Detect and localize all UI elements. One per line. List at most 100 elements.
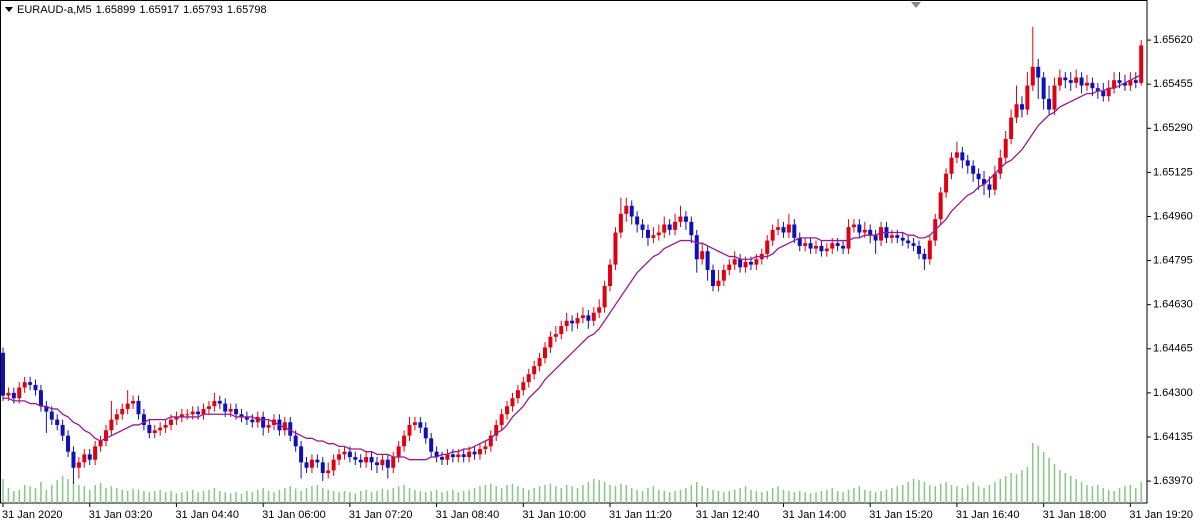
- candle-body: [60, 424, 65, 436]
- candle-body: [418, 422, 423, 428]
- candle-body: [1122, 82, 1127, 86]
- candle-body: [429, 438, 434, 452]
- candle-body: [1047, 98, 1052, 110]
- candle-body: [147, 424, 152, 433]
- candle-body: [927, 240, 932, 260]
- candle-body: [797, 237, 802, 246]
- candle-body: [38, 390, 43, 407]
- candle-body: [1090, 82, 1095, 89]
- candle-body: [304, 462, 309, 468]
- candle-body: [114, 414, 119, 420]
- header-high: 1.65917: [139, 4, 179, 16]
- candle-body: [879, 227, 884, 241]
- candle-body: [776, 227, 781, 230]
- candle-body: [944, 173, 949, 193]
- candle-body: [754, 259, 759, 265]
- symbol-title: EURAUD-a,M5: [17, 4, 92, 16]
- candle-body: [423, 427, 428, 439]
- candle-body: [662, 224, 667, 233]
- candle-body: [645, 229, 650, 238]
- candle-body: [965, 160, 970, 166]
- candle-body: [586, 315, 591, 321]
- candle-body: [705, 251, 710, 270]
- candle-body: [1074, 77, 1079, 83]
- candle-body: [358, 459, 363, 463]
- candle-body: [6, 392, 11, 396]
- candle-body: [391, 457, 396, 468]
- candle-body: [954, 152, 959, 158]
- candle-body: [770, 229, 775, 241]
- header: EURAUD-a,M5 1.65899 1.65917 1.65793 1.65798: [17, 4, 267, 16]
- candle-body: [808, 243, 813, 249]
- y-tick-label: 1.64795: [1153, 254, 1193, 266]
- header-open: 1.65899: [96, 4, 136, 16]
- candle-body: [87, 454, 92, 460]
- candle-body: [1009, 117, 1014, 139]
- candle-body: [814, 245, 818, 249]
- candle-body: [1052, 85, 1057, 110]
- candle-body: [1095, 88, 1100, 91]
- candle-body: [803, 243, 808, 246]
- candle-body: [385, 459, 390, 468]
- candle-body: [315, 459, 320, 463]
- candle-body: [223, 403, 228, 412]
- candle-body: [683, 216, 688, 222]
- candle-body: [55, 419, 60, 425]
- candle-body: [499, 414, 504, 425]
- candle-body: [71, 451, 76, 468]
- candle-body: [667, 224, 672, 230]
- candle-body: [369, 457, 374, 463]
- candle-body: [976, 173, 981, 180]
- candle-body: [1106, 88, 1111, 97]
- candle-body: [282, 422, 287, 431]
- candle-body: [103, 430, 108, 441]
- candle-body: [819, 245, 824, 252]
- candle-body: [526, 374, 531, 383]
- candle-body: [1101, 90, 1106, 97]
- candle-body: [374, 462, 379, 466]
- candle-body: [906, 240, 911, 244]
- candle-body: [109, 419, 114, 431]
- candle-body: [689, 221, 694, 236]
- candle-body: [765, 240, 770, 254]
- header-close: 1.65798: [227, 4, 267, 16]
- candle-body: [331, 459, 336, 471]
- candle-body: [629, 205, 634, 217]
- candle-body: [721, 269, 726, 281]
- candle-body: [412, 422, 417, 425]
- candle-body: [537, 358, 542, 367]
- y-tick-label: 1.65290: [1153, 122, 1193, 134]
- candle-body: [76, 462, 81, 468]
- candle-body: [613, 232, 618, 265]
- plot-frame: [0, 0, 1148, 504]
- x-tick-label: 31 Jan 08:40: [436, 509, 500, 521]
- candle-body: [467, 451, 472, 458]
- candle-body: [1112, 80, 1117, 89]
- candle-body: [651, 235, 656, 238]
- candle-body: [938, 192, 943, 220]
- y-tick-label: 1.63970: [1153, 475, 1193, 487]
- candle-body: [450, 454, 455, 458]
- candle-body: [66, 435, 71, 452]
- candle-body: [716, 280, 721, 286]
- candle-body: [949, 157, 954, 174]
- candle-body: [743, 261, 748, 268]
- candle-body: [824, 248, 829, 252]
- candle-body: [851, 224, 856, 228]
- candle-body: [992, 173, 997, 190]
- candle-body: [11, 392, 16, 399]
- candle-body: [862, 229, 867, 233]
- candle-body: [266, 424, 271, 428]
- candle-body: [553, 334, 558, 337]
- candle-body: [521, 382, 526, 391]
- candle-body: [483, 446, 488, 450]
- candle-body: [120, 408, 125, 415]
- candle-body: [678, 216, 683, 222]
- x-tick-label: 31 Jan 06:00: [262, 509, 326, 521]
- candle-body: [841, 245, 846, 249]
- x-tick-label: 31 Jan 12:40: [696, 509, 760, 521]
- candle-body: [916, 245, 921, 254]
- candle-body: [445, 454, 450, 460]
- candle-body: [190, 411, 195, 415]
- candle-body: [217, 400, 222, 404]
